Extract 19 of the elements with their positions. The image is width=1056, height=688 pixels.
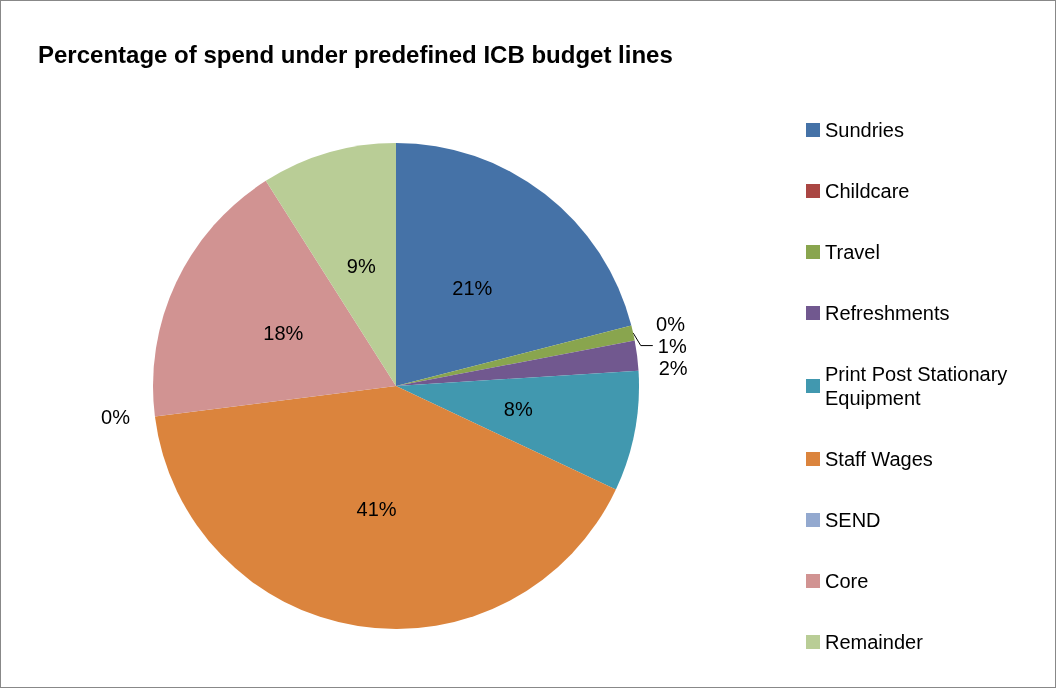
legend-label: Staff Wages	[825, 448, 933, 470]
data-label: 8%	[503, 398, 533, 421]
data-label: 21%	[452, 276, 493, 299]
legend-label: Print Post Stationary Equipment	[825, 363, 1013, 409]
legend-label: Sundries	[825, 119, 904, 141]
text: 0%	[656, 312, 686, 335]
data-label: 9%	[346, 255, 376, 278]
legend-label: Remainder	[825, 631, 924, 653]
data-label: 41%	[356, 497, 397, 520]
data-label: 1%	[657, 334, 687, 357]
legend-label: Core	[825, 570, 869, 592]
text: 0%	[101, 406, 130, 429]
legend-label: SEND	[825, 509, 881, 531]
data-label: 2%	[658, 356, 688, 379]
legend-label: Childcare	[825, 180, 910, 202]
legend-label: Travel	[825, 241, 880, 263]
data-label: 18%	[263, 321, 304, 344]
legend-label: Refreshments	[825, 302, 950, 324]
chart-title: Percentage of spend under predefined ICB budget lines	[38, 40, 673, 68]
